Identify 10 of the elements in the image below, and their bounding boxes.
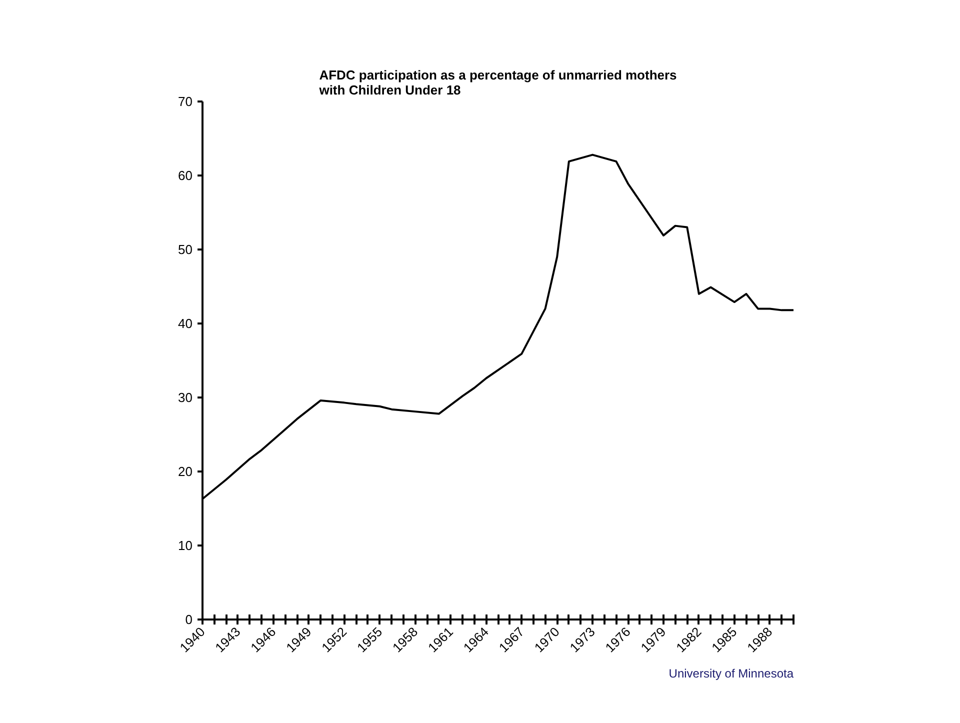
y-tick-label: 60 bbox=[178, 168, 193, 183]
y-tick-label: 30 bbox=[178, 390, 193, 405]
chart-title: AFDC participation as a percentage of unmarried mothers with Children Under 18 bbox=[318, 68, 677, 98]
y-tick-label: 40 bbox=[178, 316, 193, 331]
y-tick-label: 20 bbox=[178, 464, 193, 479]
y-tick-label: 50 bbox=[178, 242, 193, 257]
y-tick-label: 0 bbox=[185, 612, 193, 627]
y-tick-label: 10 bbox=[178, 538, 193, 553]
y-tick-label: 70 bbox=[178, 94, 193, 109]
text: University of Minnesota bbox=[668, 666, 794, 680]
